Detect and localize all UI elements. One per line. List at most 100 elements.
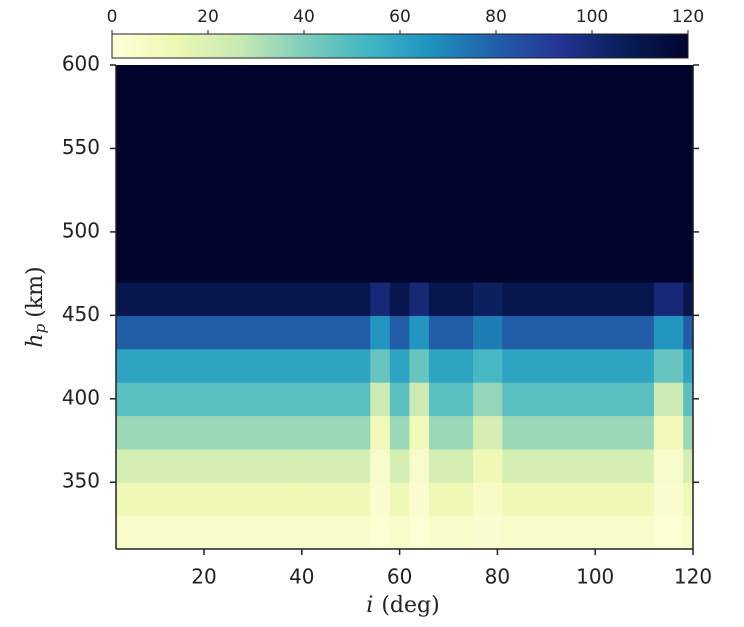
colorbar-tick-label: 40 xyxy=(293,7,315,27)
heat-cell xyxy=(389,181,410,216)
heat-cell xyxy=(575,215,616,250)
heat-cell xyxy=(370,448,391,483)
heat-cell xyxy=(683,281,694,316)
heat-cell xyxy=(448,382,474,417)
heat-cell xyxy=(472,115,503,150)
y-label-subscript: p xyxy=(31,323,49,333)
heat-cell xyxy=(116,215,149,250)
heat-cell xyxy=(370,482,391,517)
heat-cell xyxy=(575,281,616,316)
heat-cell xyxy=(472,281,503,316)
heat-cell xyxy=(409,482,430,517)
heat-cell xyxy=(575,515,616,550)
heat-cell xyxy=(428,215,450,250)
heat-cell xyxy=(223,248,264,283)
heat-cell xyxy=(296,515,327,550)
heat-cell xyxy=(184,215,225,250)
heat-cell xyxy=(575,448,616,483)
heat-cell xyxy=(326,181,352,216)
heat-cell xyxy=(683,448,694,483)
heat-cell xyxy=(262,415,298,450)
heat-cell xyxy=(614,81,655,116)
heat-cell xyxy=(223,515,264,550)
heat-cell xyxy=(326,348,352,383)
heat-cell xyxy=(614,281,655,316)
heat-cell xyxy=(683,81,694,116)
heat-cell xyxy=(428,115,450,150)
heat-cell xyxy=(653,315,684,350)
heat-cell xyxy=(184,281,225,316)
heat-cell xyxy=(350,382,371,417)
heat-cell xyxy=(575,81,616,116)
heat-cell xyxy=(296,81,327,116)
heat-cell xyxy=(296,348,327,383)
heat-cell xyxy=(536,382,577,417)
heat-cell xyxy=(536,248,577,283)
heat-cell xyxy=(428,148,450,183)
heat-cell xyxy=(502,281,538,316)
y-tick-label: 500 xyxy=(62,218,100,242)
heat-cell xyxy=(428,415,450,450)
heat-cell xyxy=(653,181,684,216)
heat-cell xyxy=(350,65,371,83)
colorbar: 0 20 40 60 80 100 120 xyxy=(107,7,704,59)
heat-cell xyxy=(223,81,264,116)
heat-cell xyxy=(350,148,371,183)
heat-cell xyxy=(262,115,298,150)
heat-cell xyxy=(614,65,655,83)
heat-cell xyxy=(116,81,149,116)
heat-cell xyxy=(116,115,149,150)
heat-cell xyxy=(147,348,186,383)
heat-cell xyxy=(653,448,684,483)
heat-cell xyxy=(147,81,186,116)
heat-cell xyxy=(472,515,503,550)
heat-cell xyxy=(370,515,391,550)
heat-cell xyxy=(428,382,450,417)
heat-cell xyxy=(653,81,684,116)
heat-cell xyxy=(448,415,474,450)
heat-cell xyxy=(536,315,577,350)
heat-cell xyxy=(350,281,371,316)
heat-cell xyxy=(116,65,149,83)
heat-cell xyxy=(683,382,694,417)
heat-cell xyxy=(350,448,371,483)
heat-cell xyxy=(409,348,430,383)
heat-cell xyxy=(296,415,327,450)
x-tick-label: 60 xyxy=(387,565,412,589)
heat-cell xyxy=(614,115,655,150)
heat-cell xyxy=(536,348,577,383)
heat-cell xyxy=(370,215,391,250)
heat-cell xyxy=(370,315,391,350)
heat-cell xyxy=(184,515,225,550)
heat-cell xyxy=(223,215,264,250)
heat-cell xyxy=(184,415,225,450)
heat-cell xyxy=(428,281,450,316)
heat-cell xyxy=(575,115,616,150)
heat-cell xyxy=(350,515,371,550)
x-tick-label: 80 xyxy=(485,565,510,589)
y-tick-label: 550 xyxy=(62,135,100,159)
heat-cell xyxy=(116,148,149,183)
heat-cell xyxy=(370,415,391,450)
heat-cell xyxy=(262,65,298,83)
heat-cell xyxy=(223,348,264,383)
heat-cell xyxy=(147,215,186,250)
heat-cell xyxy=(389,315,410,350)
heat-cell xyxy=(653,281,684,316)
heat-cell xyxy=(296,148,327,183)
heat-cell xyxy=(370,181,391,216)
heat-cell xyxy=(472,382,503,417)
heat-cell xyxy=(389,482,410,517)
colorbar-tick-label: 60 xyxy=(389,7,411,27)
heat-cell xyxy=(536,215,577,250)
heat-cell xyxy=(370,81,391,116)
heat-cell xyxy=(296,315,327,350)
y-label-symbol: h xyxy=(23,333,48,347)
heat-cell xyxy=(653,515,684,550)
heat-cell xyxy=(502,315,538,350)
heat-cell xyxy=(683,515,694,550)
heat-cell xyxy=(428,482,450,517)
heat-cell xyxy=(389,115,410,150)
heat-cell xyxy=(536,148,577,183)
y-tick-label: 350 xyxy=(62,469,100,493)
